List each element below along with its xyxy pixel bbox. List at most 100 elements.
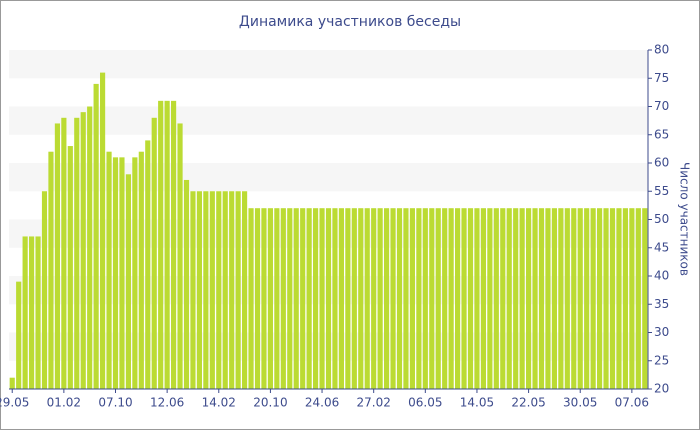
bar (448, 208, 454, 389)
bar (474, 208, 480, 389)
bar (345, 208, 351, 389)
x-tick-label: 14.05 (460, 396, 494, 410)
bar (87, 106, 93, 389)
bar (371, 208, 377, 389)
bar (300, 208, 306, 389)
bar (493, 208, 499, 389)
bar (358, 208, 364, 389)
bar (242, 191, 248, 389)
bar (545, 208, 551, 389)
bar (164, 100, 170, 389)
bar (416, 208, 422, 389)
bar (642, 208, 648, 389)
bar (29, 236, 35, 389)
bar (409, 208, 415, 389)
bar (590, 208, 596, 389)
bar (390, 208, 396, 389)
bar (132, 157, 138, 389)
bar (100, 72, 106, 389)
y-tick-label: 20 (654, 382, 669, 396)
x-tick-label: 29.05 (0, 396, 29, 410)
bar (222, 191, 228, 389)
y-tick-label: 55 (654, 184, 669, 198)
bar (603, 208, 609, 389)
bar (183, 179, 190, 389)
bar (422, 208, 428, 389)
bar (616, 208, 622, 389)
bar (261, 208, 267, 389)
bar (112, 157, 119, 389)
bar (635, 208, 641, 389)
bar (254, 208, 261, 389)
bar (467, 208, 474, 389)
bar (461, 208, 467, 389)
y-tick-label: 70 (654, 99, 669, 113)
bar (338, 208, 344, 389)
bar (61, 117, 67, 390)
bar (564, 208, 570, 389)
x-tick-label: 12.06 (150, 396, 184, 410)
y-tick-label: 45 (654, 240, 669, 254)
x-tick-label: 30.05 (563, 396, 597, 410)
bar (306, 208, 312, 389)
bar (513, 208, 519, 389)
bar (171, 100, 177, 389)
bar (558, 208, 564, 389)
y-tick-label: 50 (654, 212, 669, 226)
bar (151, 117, 157, 390)
bar (35, 236, 41, 389)
bar (293, 208, 299, 389)
bar (377, 208, 383, 389)
y-tick-label: 30 (654, 325, 669, 339)
bar (435, 208, 441, 389)
bar (9, 377, 15, 389)
bar (203, 191, 209, 389)
y-tick-label: 25 (654, 353, 669, 367)
bar (190, 191, 196, 389)
bar (93, 83, 99, 390)
bar (74, 117, 80, 390)
bar (209, 191, 215, 389)
bar (313, 208, 319, 389)
bar (248, 208, 254, 389)
y-tick-label: 40 (654, 269, 669, 283)
bar (571, 208, 577, 389)
bar (216, 191, 222, 389)
bar (54, 123, 60, 389)
bar (597, 208, 603, 389)
bar (538, 208, 545, 389)
bar (396, 208, 403, 389)
bar (41, 191, 48, 389)
x-tick-label: 27.02 (357, 396, 391, 410)
y-tick-label: 35 (654, 297, 669, 311)
bar (506, 208, 512, 389)
x-tick-label: 20.10 (253, 396, 287, 410)
bar (67, 146, 73, 389)
bar (532, 208, 538, 389)
y-tick-label: 75 (654, 71, 669, 85)
bar (319, 208, 325, 389)
x-tick-label: 06.05 (408, 396, 442, 410)
y-tick-label: 80 (654, 43, 669, 57)
bar (629, 208, 635, 389)
bar (16, 281, 22, 389)
bar (364, 208, 370, 389)
chart-title: Динамика участников беседы (239, 14, 461, 30)
y-axis-label: Число участников (678, 162, 692, 276)
bar (177, 123, 183, 389)
bar (551, 208, 557, 389)
bar (48, 151, 54, 389)
grid-band (9, 50, 648, 79)
x-tick-label: 14.02 (202, 396, 236, 410)
bar (80, 112, 86, 390)
bar (455, 208, 461, 389)
x-tick-label: 24.06 (305, 396, 339, 410)
bar (403, 208, 409, 389)
x-tick-label: 22.05 (511, 396, 545, 410)
bar (138, 151, 144, 389)
bar (196, 191, 202, 389)
x-tick-label: 07.06 (615, 396, 649, 410)
x-tick-label: 07.10 (98, 396, 132, 410)
bar (609, 208, 616, 389)
bar (280, 208, 286, 389)
